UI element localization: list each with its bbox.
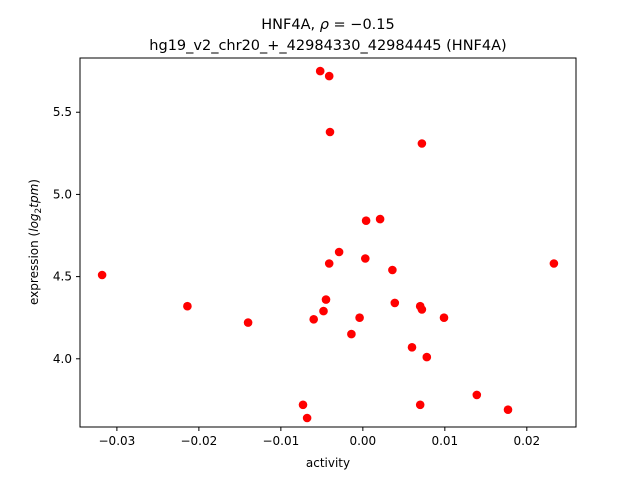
x-tick-label-3: 0.00 bbox=[349, 434, 376, 448]
x-tick-label-2: −0.01 bbox=[262, 434, 299, 448]
data-point-1 bbox=[183, 301, 192, 311]
data-point-4 bbox=[302, 413, 312, 423]
chart-title-line2: hg19_v2_chr20_+_42984330_42984445 (HNF4A… bbox=[149, 38, 506, 54]
x-axis-label: activity bbox=[306, 456, 350, 470]
data-point-13 bbox=[347, 329, 356, 339]
data-point-7 bbox=[319, 306, 328, 316]
data-point-25 bbox=[422, 352, 432, 362]
x-tick-label-0: −0.03 bbox=[99, 434, 136, 448]
data-point-28 bbox=[503, 405, 513, 415]
y-tick-label-3: 5.5 bbox=[53, 105, 72, 119]
data-point-22 bbox=[415, 400, 425, 410]
data-point-11 bbox=[325, 127, 335, 137]
chart-title-line1: HNF4A, ρ = −0.15 bbox=[261, 17, 394, 33]
data-point-27 bbox=[472, 390, 482, 400]
data-point-12 bbox=[334, 247, 344, 257]
data-point-5 bbox=[309, 315, 319, 324]
x-tick-label-1: −0.02 bbox=[180, 434, 217, 448]
data-point-29 bbox=[549, 259, 559, 268]
data-point-14 bbox=[355, 313, 364, 323]
data-point-20 bbox=[407, 343, 417, 352]
data-point-15 bbox=[361, 254, 370, 263]
plot-frame bbox=[79, 57, 577, 428]
data-point-9 bbox=[324, 71, 334, 81]
data-point-18 bbox=[388, 265, 397, 275]
data-points bbox=[97, 66, 559, 423]
data-point-8 bbox=[321, 295, 331, 304]
y-axis: 4.0 4.5 5.0 5.5 bbox=[53, 105, 80, 366]
y-axis-label: expression (log2tpm) bbox=[27, 179, 44, 305]
data-point-17 bbox=[375, 214, 385, 224]
y-tick-label-2: 5.0 bbox=[53, 187, 72, 201]
data-point-0 bbox=[97, 270, 107, 280]
data-point-2 bbox=[243, 318, 253, 327]
data-point-19 bbox=[390, 298, 400, 308]
data-point-16 bbox=[361, 216, 371, 225]
data-point-23 bbox=[417, 305, 427, 314]
data-point-6 bbox=[315, 66, 325, 76]
y-tick-label-0: 4.0 bbox=[53, 352, 72, 366]
data-point-3 bbox=[298, 400, 308, 410]
x-axis: −0.03 −0.02 −0.01 0.00 0.01 0.02 bbox=[99, 427, 540, 448]
data-point-24 bbox=[417, 139, 427, 148]
x-tick-label-5: 0.02 bbox=[513, 434, 540, 448]
data-point-26 bbox=[439, 313, 449, 323]
y-tick-label-1: 4.5 bbox=[53, 270, 72, 284]
data-point-10 bbox=[324, 259, 334, 268]
x-tick-label-4: 0.01 bbox=[431, 434, 458, 448]
